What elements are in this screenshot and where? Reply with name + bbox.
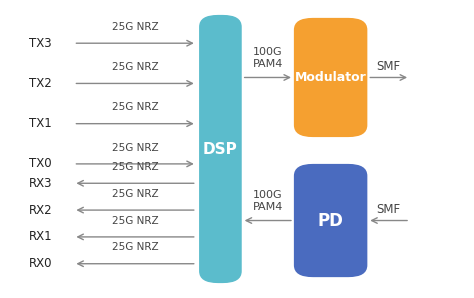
- Text: RX0: RX0: [28, 257, 52, 270]
- Text: 25G NRZ: 25G NRZ: [112, 62, 158, 72]
- FancyBboxPatch shape: [294, 164, 367, 277]
- Text: 100G
PAM4: 100G PAM4: [253, 47, 283, 69]
- Text: RX1: RX1: [28, 230, 52, 243]
- Text: DSP: DSP: [203, 142, 238, 156]
- Text: 25G NRZ: 25G NRZ: [112, 242, 158, 252]
- Text: 25G NRZ: 25G NRZ: [112, 162, 158, 172]
- Text: RX3: RX3: [28, 177, 52, 190]
- Text: 25G NRZ: 25G NRZ: [112, 22, 158, 32]
- Text: SMF: SMF: [377, 203, 401, 216]
- FancyBboxPatch shape: [199, 15, 242, 283]
- Text: RX2: RX2: [28, 204, 52, 217]
- Text: TX1: TX1: [29, 117, 52, 130]
- FancyBboxPatch shape: [294, 18, 367, 137]
- Text: 25G NRZ: 25G NRZ: [112, 102, 158, 112]
- Text: SMF: SMF: [377, 60, 401, 73]
- Text: TX2: TX2: [29, 77, 52, 90]
- Text: TX0: TX0: [29, 157, 52, 170]
- Text: 100G
PAM4: 100G PAM4: [253, 190, 283, 212]
- Text: 25G NRZ: 25G NRZ: [112, 215, 158, 226]
- Text: TX3: TX3: [29, 37, 52, 50]
- Text: Modulator: Modulator: [295, 71, 366, 84]
- Text: 25G NRZ: 25G NRZ: [112, 189, 158, 199]
- Text: PD: PD: [318, 212, 344, 229]
- Text: 25G NRZ: 25G NRZ: [112, 142, 158, 153]
